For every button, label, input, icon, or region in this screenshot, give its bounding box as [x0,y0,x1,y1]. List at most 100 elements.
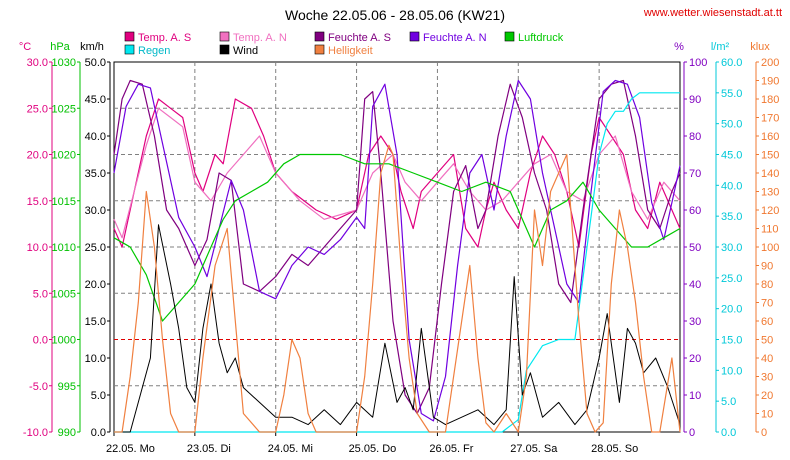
series-line [113,79,681,415]
tick-label: 15.0 [85,316,106,328]
tick-label: 100 [689,57,707,69]
tick-label: 1030 [52,57,76,69]
tick-label: 70 [761,298,773,310]
x-tick-label: 25.05. Do [349,443,397,455]
tick-label: 30.0 [27,57,48,69]
tick-label: 20.0 [27,150,48,162]
tick-label: 5.0 [721,396,736,408]
tick-label: 0.0 [721,427,736,439]
tick-label: 80 [761,279,773,291]
legend-swatch [219,44,230,55]
tick-label: 1005 [52,288,76,300]
tick-label: 40 [689,279,701,291]
legend-swatch [124,31,135,42]
tick-label: 1000 [52,335,76,347]
tick-label: 100 [761,242,779,254]
tick-label: 110 [761,224,779,236]
chart-title: Woche 22.05.06 - 28.05.06 (KW21) [285,7,505,23]
tick-label: 0 [761,427,767,439]
series-line [114,92,680,433]
tick-label: 180 [761,94,779,106]
tick-label: 5.0 [91,390,106,402]
tick-label: 25.0 [85,242,106,254]
tick-label: 20.0 [721,304,742,316]
tick-label: 80 [689,131,701,143]
tick-label: 10 [761,409,773,421]
series-line [113,79,681,422]
x-tick-label: 24.05. Mi [268,443,313,455]
tick-label: 990 [58,427,76,439]
tick-label: 140 [761,168,779,180]
x-tick-label: 23.05. Di [187,443,231,455]
tick-label: 25.0 [27,103,48,115]
tick-label: 20 [689,353,701,365]
legend-label: Feuchte A. S [328,32,391,44]
legend-label: Regen [138,45,170,57]
legend-label: Wind [233,45,258,57]
tick-label: 20 [761,390,773,402]
tick-label: 35.0 [721,211,742,223]
tick-label: 55.0 [721,88,742,100]
tick-label: 0.0 [91,427,106,439]
tick-label: 15.0 [721,335,742,347]
series-line [113,98,681,248]
tick-label: 60 [761,316,773,328]
tick-label: 90 [761,261,773,273]
legend-swatch [314,44,325,55]
source-url: www.wetter.wiesenstadt.at.tt [643,7,782,19]
axis-unit: % [674,41,684,53]
tick-label: -5.0 [29,381,48,393]
tick-label: 160 [761,131,779,143]
tick-label: 10.0 [721,365,742,377]
axis-unit: hPa [50,41,70,53]
tick-label: 50.0 [721,119,742,131]
tick-label: 0.0 [33,335,48,347]
tick-label: 30.0 [721,242,742,254]
tick-label: 190 [761,76,779,88]
legend-label: Temp. A. N [233,32,287,44]
legend-swatch [314,31,325,42]
tick-label: 150 [761,150,779,162]
tick-label: 25.0 [721,273,742,285]
tick-label: 50.0 [85,57,106,69]
legend-label: Luftdruck [518,32,564,44]
tick-label: 70 [689,168,701,180]
tick-label: 40.0 [85,131,106,143]
axis-unit: l/m² [711,41,730,53]
tick-label: 1020 [52,150,76,162]
x-tick-label: 28.05. So [591,443,638,455]
tick-label: -10.0 [23,427,48,439]
legend-label: Helligkeit [328,45,373,57]
tick-label: 10.0 [27,242,48,254]
legend-swatch [219,31,230,42]
axis-unit: klux [750,41,770,53]
tick-label: 5.0 [33,288,48,300]
tick-label: 35.0 [85,168,106,180]
legend-swatch [124,44,135,55]
legend-swatch [504,31,515,42]
tick-label: 1010 [52,242,76,254]
tick-label: 50 [761,335,773,347]
tick-label: 45.0 [85,94,106,106]
tick-label: 90 [689,94,701,106]
tick-label: 30 [689,316,701,328]
tick-label: 30 [761,372,773,384]
axis-unit: km/h [80,41,104,53]
tick-label: 30.0 [85,205,106,217]
tick-label: 60 [689,205,701,217]
tick-label: 40.0 [721,180,742,192]
tick-label: 0 [689,427,695,439]
tick-label: 60.0 [721,57,742,69]
legend-swatch [409,31,420,42]
series-line [113,153,681,322]
legend-label: Temp. A. S [138,32,191,44]
tick-label: 10 [689,390,701,402]
tick-label: 40 [761,353,773,365]
tick-label: 45.0 [721,150,742,162]
x-tick-label: 26.05. Fr [429,443,473,455]
series-line [114,144,681,433]
x-tick-label: 22.05. Mo [106,443,155,455]
tick-label: 10.0 [85,353,106,365]
axis-unit: °C [19,41,31,53]
